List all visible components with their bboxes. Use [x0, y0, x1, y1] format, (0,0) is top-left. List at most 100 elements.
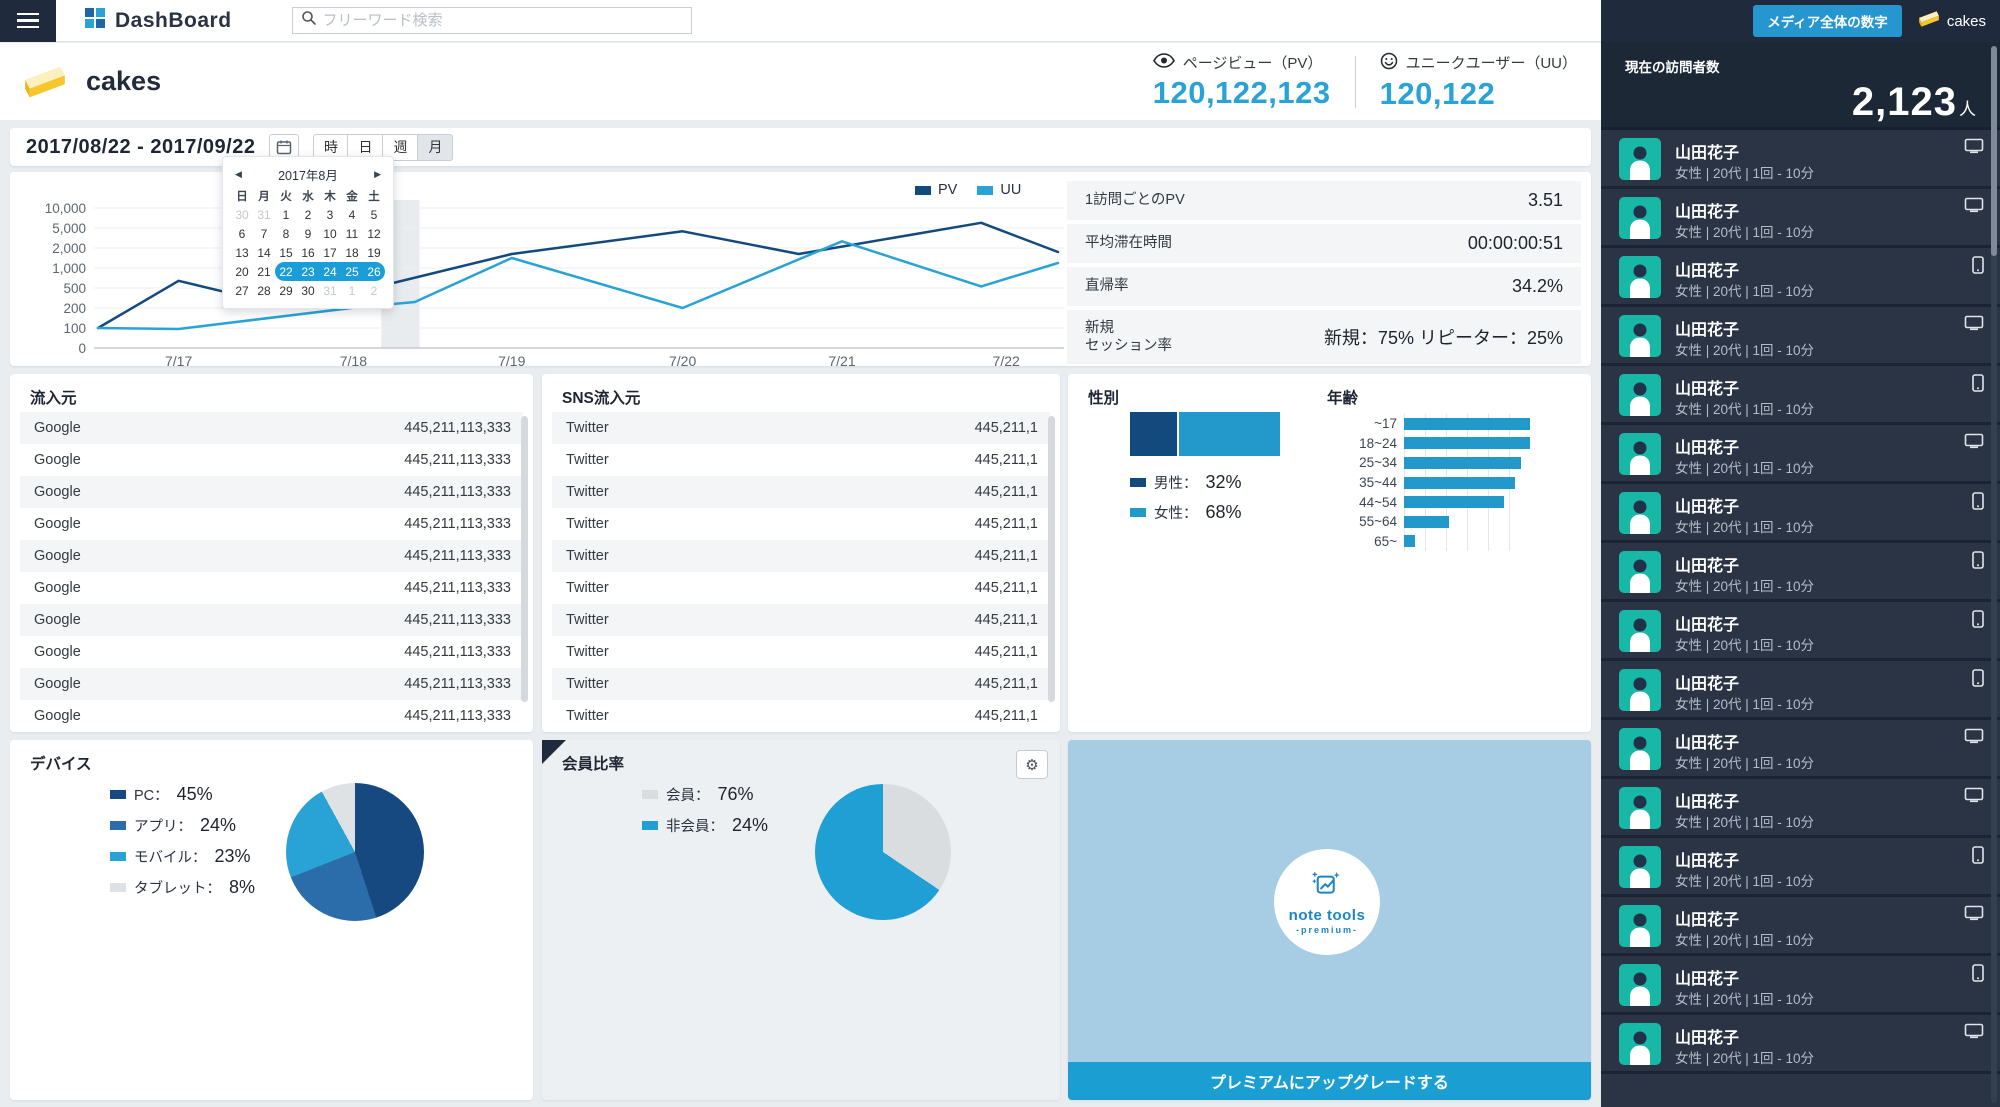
- visitor-row[interactable]: 山田花子 女性 | 20代 | 1回 - 10分: [1601, 366, 2000, 425]
- calendar-day[interactable]: 4: [348, 207, 356, 222]
- calendar-day[interactable]: 17: [323, 245, 337, 260]
- visitor-row[interactable]: 山田花子 女性 | 20代 | 1回 - 10分: [1601, 189, 2000, 248]
- calendar-day[interactable]: 31: [257, 207, 271, 222]
- visitor-row[interactable]: 山田花子 女性 | 20代 | 1回 - 10分: [1601, 1015, 2000, 1074]
- premium-ad-card[interactable]: note tools -premium- プレミアムにアップグレードする: [1068, 740, 1591, 1100]
- avatar: [1619, 551, 1661, 593]
- sns-list: Twitter 445,211,1 Twitter 445,211,1 Twitter 4…: [552, 412, 1050, 732]
- visitor-row[interactable]: 山田花子 女性 | 20代 | 1回 - 10分: [1601, 248, 2000, 307]
- visitor-meta: 女性 | 20代 | 1回 - 10分: [1675, 225, 1815, 240]
- calendar-day[interactable]: 18: [345, 245, 359, 260]
- calendar-day[interactable]: 1: [348, 283, 356, 298]
- calendar-day[interactable]: 23: [297, 262, 319, 281]
- calendar-next-button[interactable]: ▶: [370, 167, 385, 182]
- calendar-day[interactable]: 6: [238, 226, 246, 241]
- cake-icon: [1918, 10, 1940, 32]
- legend-item: PV: [915, 182, 957, 198]
- table-row: Twitter 445,211,1: [566, 580, 1038, 596]
- svg-text:7/20: 7/20: [669, 353, 696, 368]
- calendar-day[interactable]: 28: [257, 283, 271, 298]
- calendar-day[interactable]: 31: [323, 283, 337, 298]
- avatar: [1619, 728, 1661, 770]
- visitor-name: 山田花子: [1675, 971, 1740, 988]
- sidebar-scrollbar-thumb[interactable]: [1991, 46, 1997, 256]
- visitor-row[interactable]: 山田花子 女性 | 20代 | 1回 - 10分: [1601, 602, 2000, 661]
- search-input[interactable]: [322, 12, 683, 29]
- calendar-weekday: 月: [258, 190, 270, 203]
- visitor-row[interactable]: 山田花子 女性 | 20代 | 1回 - 10分: [1601, 130, 2000, 189]
- calendar-day[interactable]: 14: [257, 245, 271, 260]
- visitor-meta: 女性 | 20代 | 1回 - 10分: [1675, 697, 1815, 712]
- calendar-day[interactable]: 19: [367, 245, 381, 260]
- avatar: [1619, 315, 1661, 357]
- calendar-day[interactable]: 24: [319, 262, 341, 281]
- visitor-name: 山田花子: [1675, 381, 1740, 398]
- visitor-row[interactable]: 山田花子 女性 | 20代 | 1回 - 10分: [1601, 484, 2000, 543]
- calendar-day[interactable]: 5: [370, 207, 378, 222]
- table-row: Twitter 445,211,1: [566, 708, 1038, 724]
- visitor-row[interactable]: 山田花子 女性 | 20代 | 1回 - 10分: [1601, 661, 2000, 720]
- calendar-day[interactable]: 7: [260, 226, 268, 241]
- visitor-row[interactable]: 山田花子 女性 | 20代 | 1回 - 10分: [1601, 307, 2000, 366]
- svg-text:200: 200: [63, 301, 86, 316]
- current-site[interactable]: cakes: [1918, 10, 1986, 32]
- kpi-unique-users: ユニークユーザー（UU） 120,122: [1380, 52, 1577, 112]
- desktop-icon: [1964, 315, 1984, 336]
- hamburger-menu-button[interactable]: [0, 0, 56, 42]
- table-row: Twitter 445,211,1: [566, 516, 1038, 532]
- calendar-day[interactable]: 16: [301, 245, 315, 260]
- calendar-day[interactable]: 8: [282, 226, 290, 241]
- device-card: デバイス PC： 45% アプリ： 24% モバイル： 23% タブレット： 8%: [10, 740, 533, 1100]
- gear-icon[interactable]: ⚙: [1016, 750, 1048, 779]
- calendar-day[interactable]: 29: [279, 283, 293, 298]
- calendar-day[interactable]: 11: [345, 226, 359, 241]
- sns-scrollbar[interactable]: [1048, 416, 1055, 702]
- media-total-button[interactable]: メディア全体の数字: [1753, 5, 1902, 37]
- avatar: [1619, 1023, 1661, 1065]
- calendar-day[interactable]: 10: [323, 226, 337, 241]
- age-bar-row: 18~24: [1336, 433, 1530, 454]
- calendar-day[interactable]: 27: [235, 283, 249, 298]
- calendar-prev-button[interactable]: ◀: [231, 167, 246, 182]
- dashboard-logo-icon: [84, 7, 106, 34]
- avatar: [1619, 964, 1661, 1006]
- device-pie-chart: [286, 783, 424, 921]
- date-range-display[interactable]: 2017/08/22 - 2017/09/22: [26, 135, 256, 158]
- member-legend: 会員： 76% 非会員： 24%: [642, 784, 768, 836]
- sidebar-scrollbar[interactable]: [1991, 46, 1997, 1103]
- pv-label: ページビュー（PV）: [1182, 55, 1323, 72]
- calendar-day[interactable]: 30: [235, 207, 249, 222]
- avatar: [1619, 256, 1661, 298]
- visitor-row[interactable]: 山田花子 女性 | 20代 | 1回 - 10分: [1601, 897, 2000, 956]
- calendar-day[interactable]: 13: [235, 245, 249, 260]
- desktop-icon: [1964, 433, 1984, 454]
- calendar-day[interactable]: 1: [282, 207, 290, 222]
- calendar-day[interactable]: 20: [235, 264, 249, 279]
- stat-row: 直帰率 34.2%: [1067, 267, 1581, 306]
- calendar-day[interactable]: 12: [367, 226, 381, 241]
- calendar-day[interactable]: 25: [341, 262, 363, 281]
- visitor-row[interactable]: 山田花子 女性 | 20代 | 1回 - 10分: [1601, 956, 2000, 1015]
- visitor-row[interactable]: 山田花子 女性 | 20代 | 1回 - 10分: [1601, 720, 2000, 779]
- calendar-day[interactable]: 26: [363, 262, 385, 281]
- calendar-day[interactable]: 3: [326, 207, 334, 222]
- visitor-name: 山田花子: [1675, 735, 1740, 752]
- visitor-meta: 女性 | 20代 | 1回 - 10分: [1675, 874, 1815, 889]
- corner-fold-decoration: [542, 740, 566, 764]
- visitor-row[interactable]: 山田花子 女性 | 20代 | 1回 - 10分: [1601, 779, 2000, 838]
- visitor-row[interactable]: 山田花子 女性 | 20代 | 1回 - 10分: [1601, 543, 2000, 602]
- calendar-day[interactable]: 2: [370, 283, 378, 298]
- calendar-day[interactable]: 22: [275, 262, 297, 281]
- calendar-day[interactable]: 9: [304, 226, 312, 241]
- granularity-tab[interactable]: 月: [418, 133, 454, 161]
- calendar-day[interactable]: 15: [279, 245, 293, 260]
- visitor-name: 山田花子: [1675, 1030, 1740, 1047]
- inflow-scrollbar[interactable]: [521, 416, 528, 702]
- granularity-tab[interactable]: 週: [383, 133, 419, 161]
- calendar-day[interactable]: 30: [301, 283, 315, 298]
- calendar-day[interactable]: 2: [304, 207, 312, 222]
- visitor-row[interactable]: 山田花子 女性 | 20代 | 1回 - 10分: [1601, 425, 2000, 484]
- premium-upgrade-button[interactable]: プレミアムにアップグレードする: [1068, 1062, 1591, 1100]
- calendar-day[interactable]: 21: [257, 264, 271, 279]
- visitor-row[interactable]: 山田花子 女性 | 20代 | 1回 - 10分: [1601, 838, 2000, 897]
